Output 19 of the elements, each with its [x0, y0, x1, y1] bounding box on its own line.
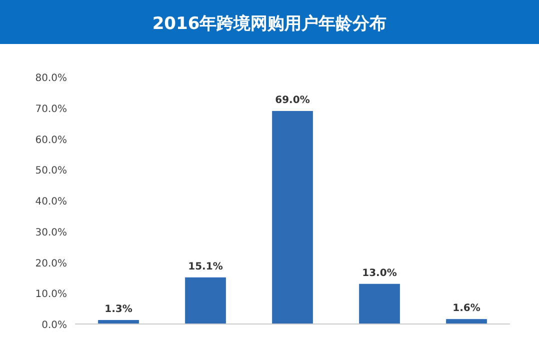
y-tick-label: 10.0%	[35, 289, 67, 300]
y-tick-label: 0.0%	[42, 320, 67, 331]
y-tick-label: 70.0%	[35, 104, 67, 115]
y-tick-label: 20.0%	[35, 258, 67, 270]
data-label: 13.0%	[362, 268, 397, 279]
bar	[185, 277, 226, 324]
data-label: 1.6%	[452, 303, 480, 314]
y-tick-label: 30.0%	[35, 227, 67, 238]
chart-title: 2016年跨境网购用户年龄分布	[152, 14, 387, 34]
data-label: 1.3%	[104, 304, 132, 315]
bar	[446, 319, 487, 324]
data-label: 69.0%	[275, 94, 310, 106]
y-tick-label: 60.0%	[35, 134, 67, 146]
y-tick-label: 40.0%	[35, 196, 67, 208]
bar	[359, 284, 400, 324]
bar	[272, 110, 313, 324]
y-tick-label: 80.0%	[35, 73, 67, 84]
y-tick-label: 50.0%	[35, 166, 67, 177]
data-label: 15.1%	[188, 261, 223, 272]
